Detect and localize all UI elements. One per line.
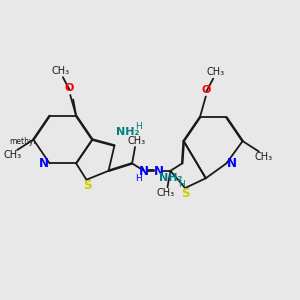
- Text: CH₃: CH₃: [157, 188, 175, 198]
- Text: N: N: [39, 157, 49, 170]
- Text: N: N: [227, 157, 237, 170]
- Text: H: H: [135, 174, 141, 183]
- Text: N: N: [139, 165, 149, 178]
- Text: O: O: [202, 85, 211, 95]
- Text: H: H: [135, 122, 142, 131]
- Text: CH₃: CH₃: [128, 136, 146, 146]
- Text: O: O: [65, 83, 74, 94]
- Text: CH₃: CH₃: [52, 66, 70, 76]
- Text: N: N: [154, 165, 164, 178]
- Text: S: S: [83, 178, 92, 192]
- Text: NH₂: NH₂: [159, 173, 183, 183]
- Text: H: H: [178, 180, 185, 189]
- Text: CH₃: CH₃: [255, 152, 273, 161]
- Text: CH₃: CH₃: [206, 67, 224, 77]
- Text: NH₂: NH₂: [116, 127, 140, 137]
- Text: S: S: [181, 187, 189, 200]
- Text: CH₃: CH₃: [3, 150, 21, 160]
- Text: methyl: methyl: [10, 136, 37, 146]
